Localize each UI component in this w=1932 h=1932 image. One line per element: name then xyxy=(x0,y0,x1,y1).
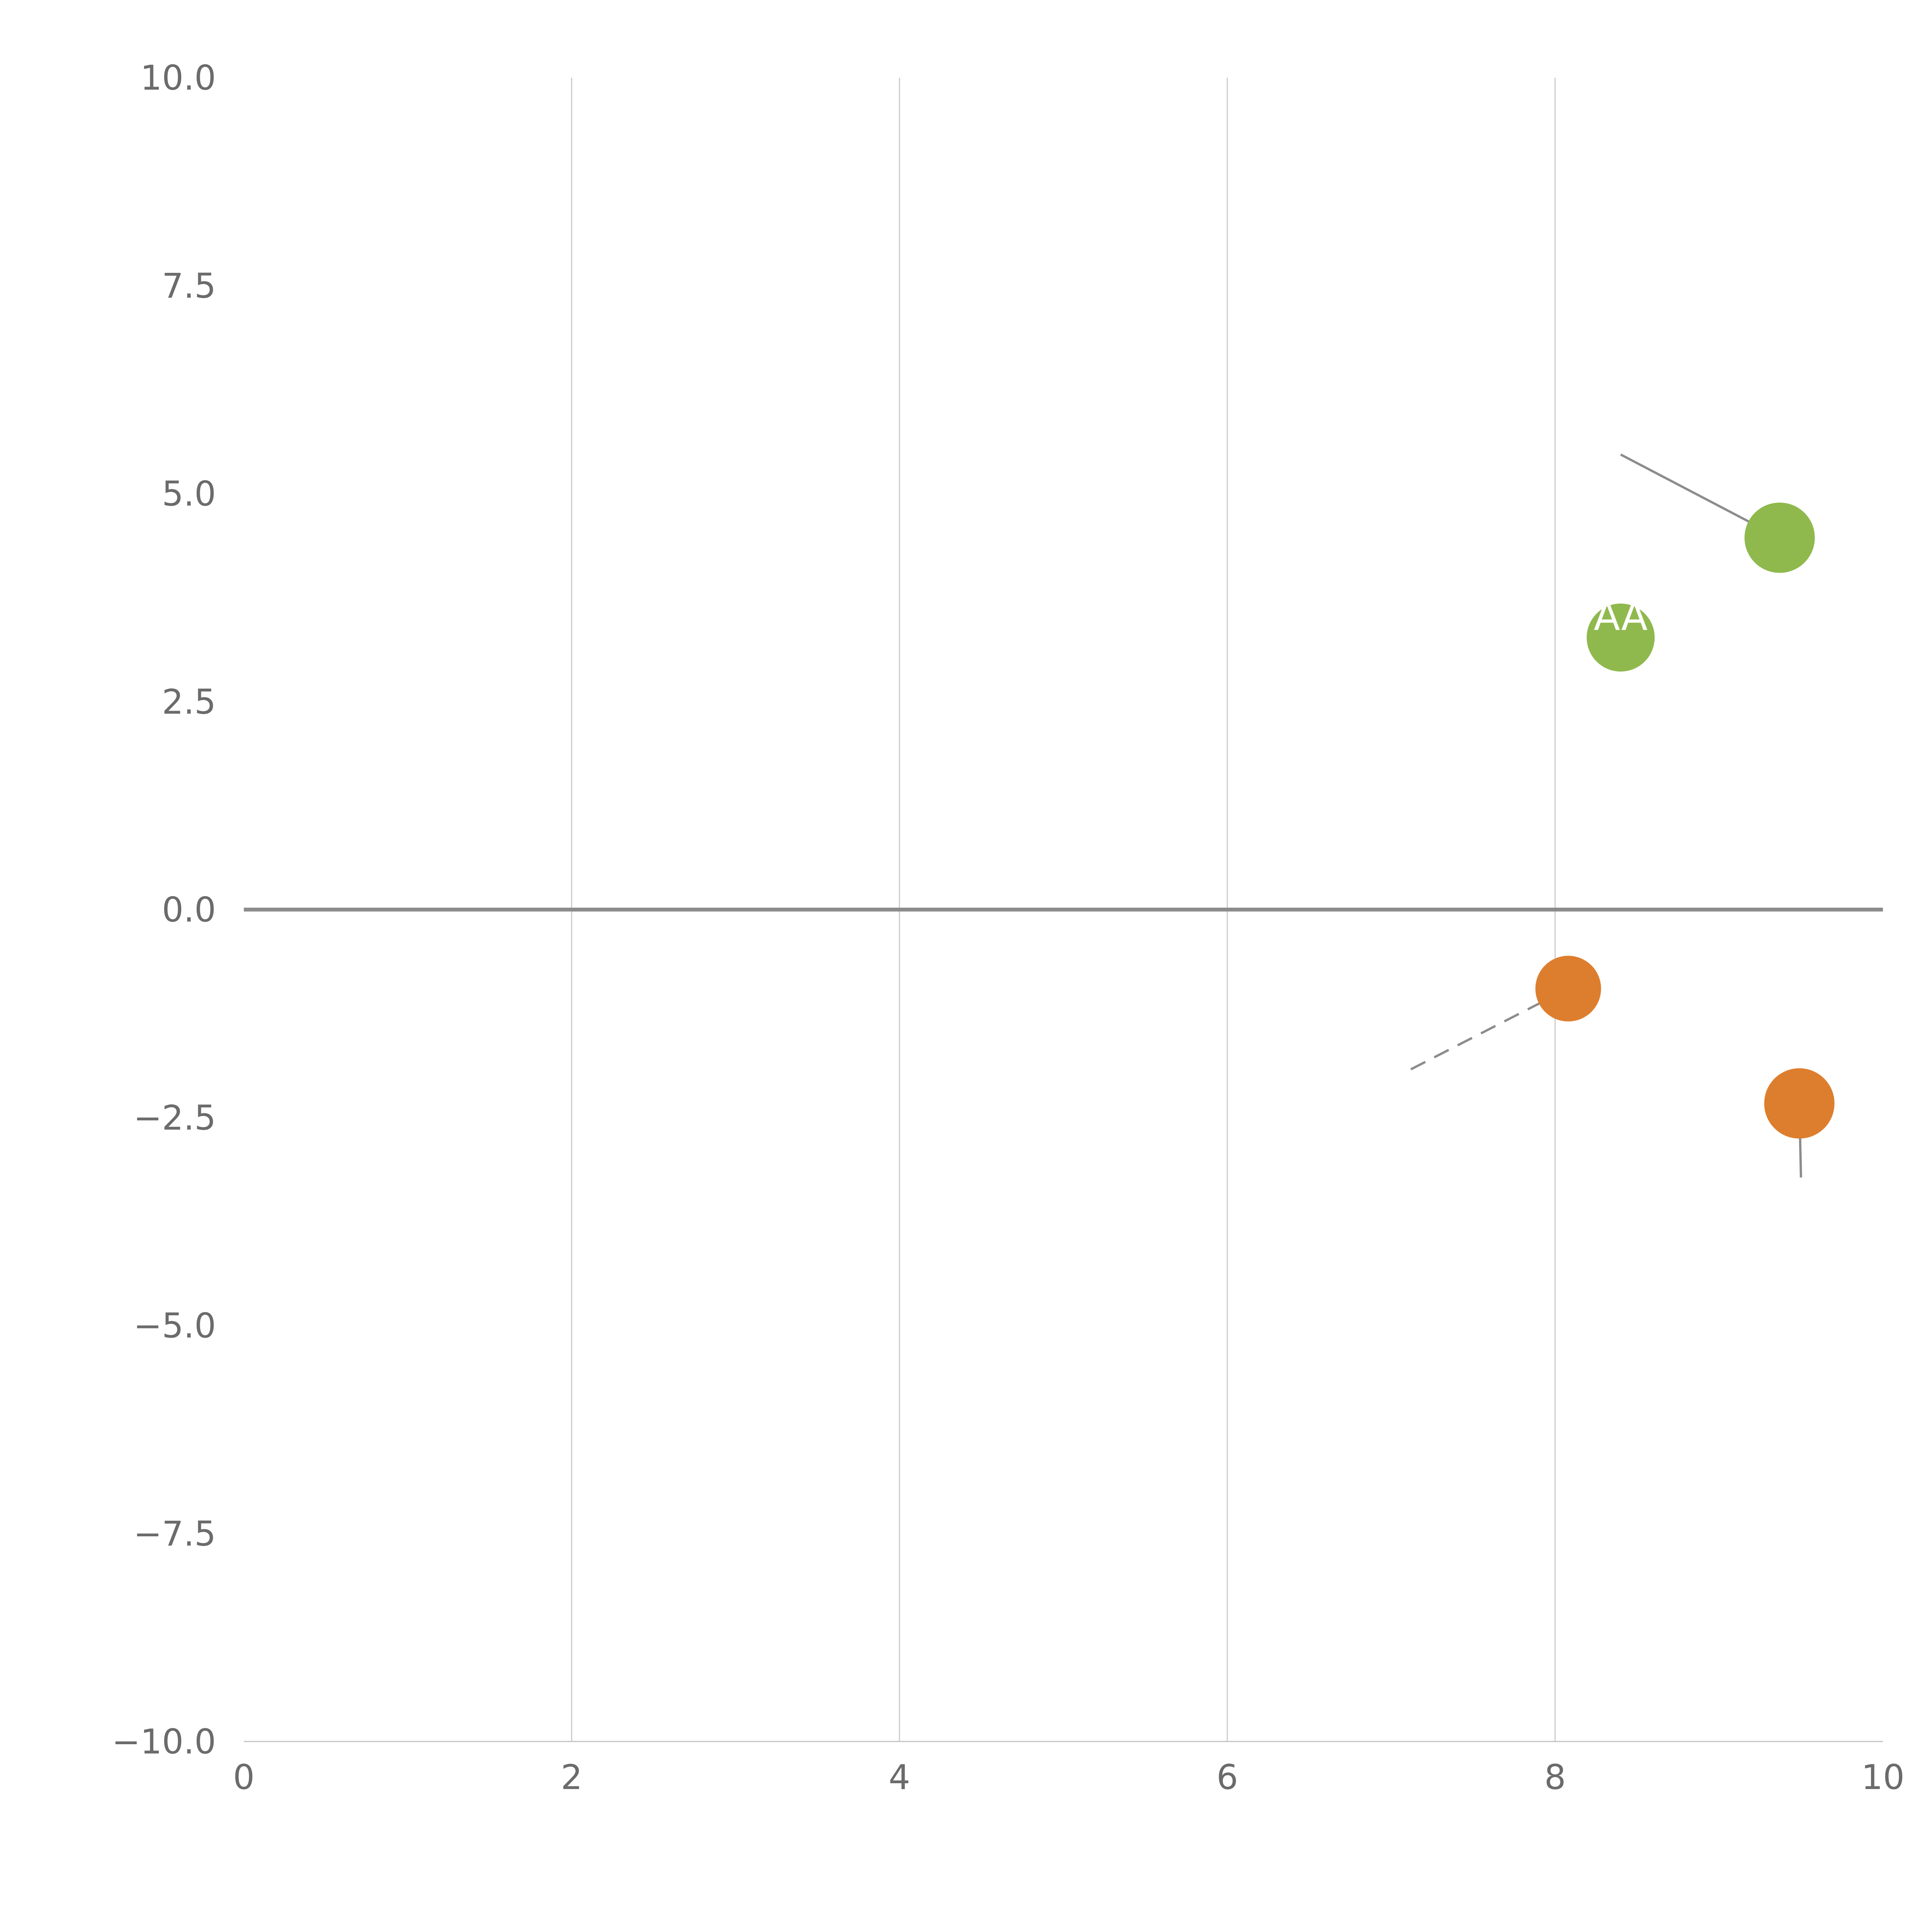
y-tick-label: −10.0 xyxy=(112,1722,216,1762)
y-tick-label: −2.5 xyxy=(133,1098,216,1138)
x-tick-label: 0 xyxy=(233,1757,255,1797)
x-tick-label: 8 xyxy=(1544,1757,1566,1797)
data-point xyxy=(1535,956,1601,1022)
data-point xyxy=(1744,502,1815,573)
y-tick-label: −7.5 xyxy=(133,1514,216,1554)
point-label: AA xyxy=(1594,594,1648,639)
y-tick-label: 0.0 xyxy=(162,890,216,930)
x-tick-label: 2 xyxy=(561,1757,582,1797)
y-tick-label: 5.0 xyxy=(162,474,216,514)
x-tick-label: 4 xyxy=(889,1757,910,1797)
data-point xyxy=(1764,1068,1835,1139)
x-tick-label: 6 xyxy=(1216,1757,1238,1797)
y-tick-label: −5.0 xyxy=(133,1306,216,1346)
data-point xyxy=(1587,603,1655,672)
y-tick-label: 2.5 xyxy=(162,682,216,722)
y-tick-label: 7.5 xyxy=(162,266,216,306)
y-tick-label: 10.0 xyxy=(140,58,216,98)
x-tick-label: 10 xyxy=(1861,1757,1905,1797)
